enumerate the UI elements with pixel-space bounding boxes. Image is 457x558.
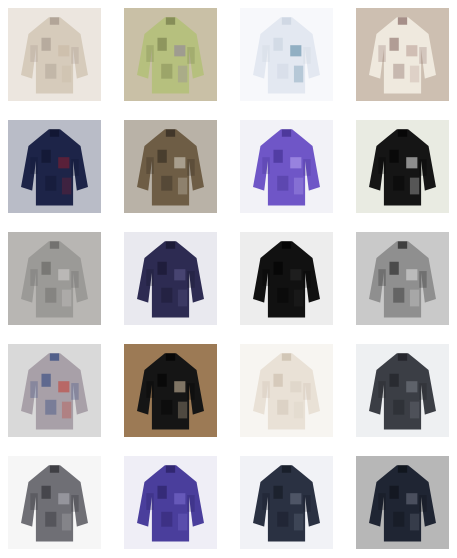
thumbnail-white-shirt bbox=[240, 8, 333, 101]
thumbnail-navy-puffer bbox=[124, 232, 217, 325]
thumbnail-purple-jacket bbox=[240, 120, 333, 213]
thumbnail-black-coat bbox=[356, 120, 449, 213]
thumbnail-navy-jacket bbox=[8, 120, 101, 213]
thumbnail-black-sweater bbox=[240, 232, 333, 325]
thumbnail-charcoal-coat bbox=[356, 344, 449, 437]
thumbnail-patchwork-coat bbox=[8, 344, 101, 437]
thumbnail-dark-parka bbox=[356, 456, 449, 549]
thumbnail-grey-hooded-jacket bbox=[8, 456, 101, 549]
thumbnail-grey-coat bbox=[8, 232, 101, 325]
thumbnail-beige-jacket bbox=[8, 8, 101, 101]
thumbnail-cream-coat bbox=[240, 344, 333, 437]
thumbnail-small-navy-jacket bbox=[240, 456, 333, 549]
thumbnail-grey-black-coat bbox=[356, 232, 449, 325]
thumbnail-purple-puffer bbox=[124, 456, 217, 549]
thumbnail-leopard-coat bbox=[124, 120, 217, 213]
thumbnail-floral-jacket bbox=[356, 8, 449, 101]
thumbnail-green-jacket bbox=[124, 8, 217, 101]
thumbnail-black-coat-brown-bg bbox=[124, 344, 217, 437]
